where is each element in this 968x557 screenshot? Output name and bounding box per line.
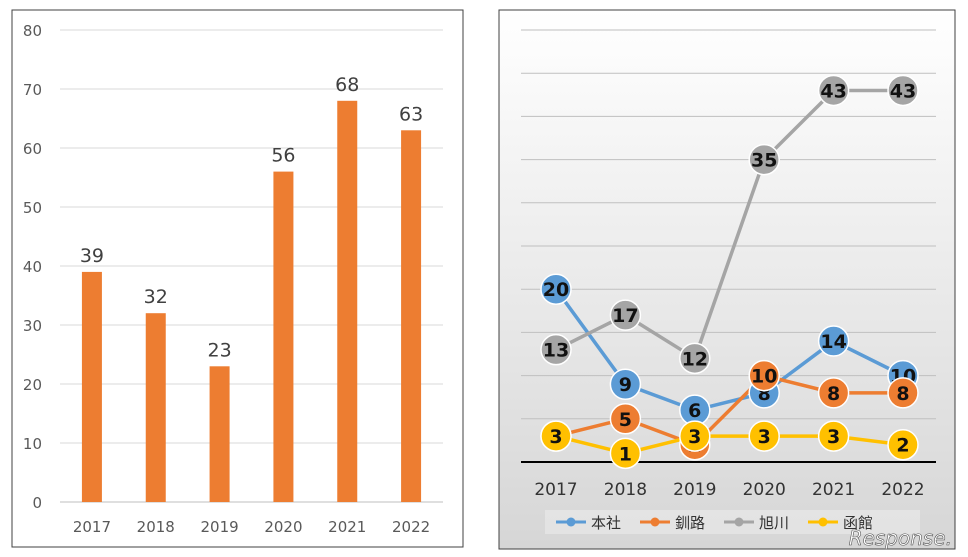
legend-swatch-marker <box>650 517 660 527</box>
data-label: 63 <box>399 103 423 125</box>
x-tick-label: 2019 <box>200 518 238 536</box>
y-tick-label: 70 <box>23 81 42 99</box>
y-tick-label: 80 <box>23 22 42 40</box>
data-label: 12 <box>682 348 708 370</box>
data-label: 3 <box>688 426 701 448</box>
data-point <box>817 325 850 357</box>
data-label: 43 <box>820 80 846 102</box>
data-point <box>679 420 711 452</box>
legend-label: 函館 <box>843 514 873 532</box>
x-tick-label: 2020 <box>264 518 302 536</box>
data-point <box>748 420 780 452</box>
data-label: 20 <box>543 279 569 301</box>
data-point <box>887 428 919 461</box>
bar <box>401 130 422 503</box>
x-tick-label: 2021 <box>812 480 855 500</box>
data-label: 32 <box>144 286 168 308</box>
legend-label: 本社 <box>591 514 621 532</box>
watermark-text: Response. <box>849 526 952 550</box>
data-point <box>609 403 642 435</box>
y-tick-label: 20 <box>23 376 42 394</box>
data-point <box>817 420 850 452</box>
y-tick-label: 50 <box>23 199 42 217</box>
bar <box>145 313 166 502</box>
data-label: 10 <box>751 366 777 388</box>
data-label: 23 <box>207 339 231 361</box>
bar <box>337 100 358 503</box>
y-tick-label: 0 <box>32 494 42 512</box>
data-label: 13 <box>543 340 569 362</box>
data-label: 56 <box>271 145 295 167</box>
x-tick-label: 2021 <box>328 518 366 536</box>
y-tick-label: 30 <box>23 317 42 335</box>
data-label: 17 <box>612 305 638 327</box>
data-point <box>679 342 711 375</box>
data-label: 3 <box>827 426 840 448</box>
data-label: 3 <box>758 426 771 448</box>
data-point <box>817 74 850 107</box>
data-point <box>609 368 642 400</box>
x-tick-label: 2019 <box>673 480 716 500</box>
data-label: 3 <box>549 426 562 448</box>
data-point <box>748 143 780 176</box>
bar <box>81 271 102 502</box>
data-label: 14 <box>820 331 846 353</box>
data-label: 8 <box>827 383 840 405</box>
data-point <box>540 333 572 366</box>
data-label: 6 <box>688 400 701 422</box>
data-point <box>609 299 642 331</box>
data-label: 35 <box>751 150 777 172</box>
data-point <box>540 273 572 305</box>
bar <box>209 366 230 502</box>
x-tick-label: 2017 <box>73 518 111 536</box>
data-label: 2 <box>896 435 909 457</box>
x-tick-label: 2017 <box>534 480 577 500</box>
data-point <box>887 74 919 107</box>
x-tick-label: 2022 <box>881 480 924 500</box>
data-label: 1 <box>619 443 632 465</box>
data-point <box>540 420 572 452</box>
bar <box>273 171 294 502</box>
data-label: 43 <box>890 80 916 102</box>
line-chart: 2017201820192020202120222096814103521088… <box>521 29 936 534</box>
legend-swatch-marker <box>818 517 828 527</box>
x-tick-label: 2018 <box>137 518 175 536</box>
line-chart-frame <box>498 9 956 550</box>
x-tick-label: 2020 <box>743 480 786 500</box>
data-point <box>817 377 850 409</box>
data-label: 39 <box>80 245 104 267</box>
data-label: 9 <box>619 374 632 396</box>
x-tick-label: 2018 <box>604 480 647 500</box>
data-label: 5 <box>619 409 632 431</box>
data-label: 68 <box>335 74 359 96</box>
legend-swatch-marker <box>734 517 744 527</box>
legend-label: 旭川 <box>759 514 789 532</box>
data-point <box>748 359 780 392</box>
legend-swatch-marker <box>566 517 576 527</box>
legend-label: 釧路 <box>675 514 705 532</box>
y-tick-label: 10 <box>23 435 42 453</box>
x-tick-label: 2022 <box>392 518 430 536</box>
data-point <box>887 377 919 409</box>
bar-chart-frame <box>11 9 464 548</box>
y-tick-label: 40 <box>23 258 42 276</box>
bar-chart: 0 10 20 30 40 50 60 70 80 39 2017 32 2018 23 2019 56 202… <box>23 22 443 536</box>
y-tick-label: 60 <box>23 140 42 158</box>
data-label: 8 <box>896 383 909 405</box>
data-point <box>609 437 642 470</box>
